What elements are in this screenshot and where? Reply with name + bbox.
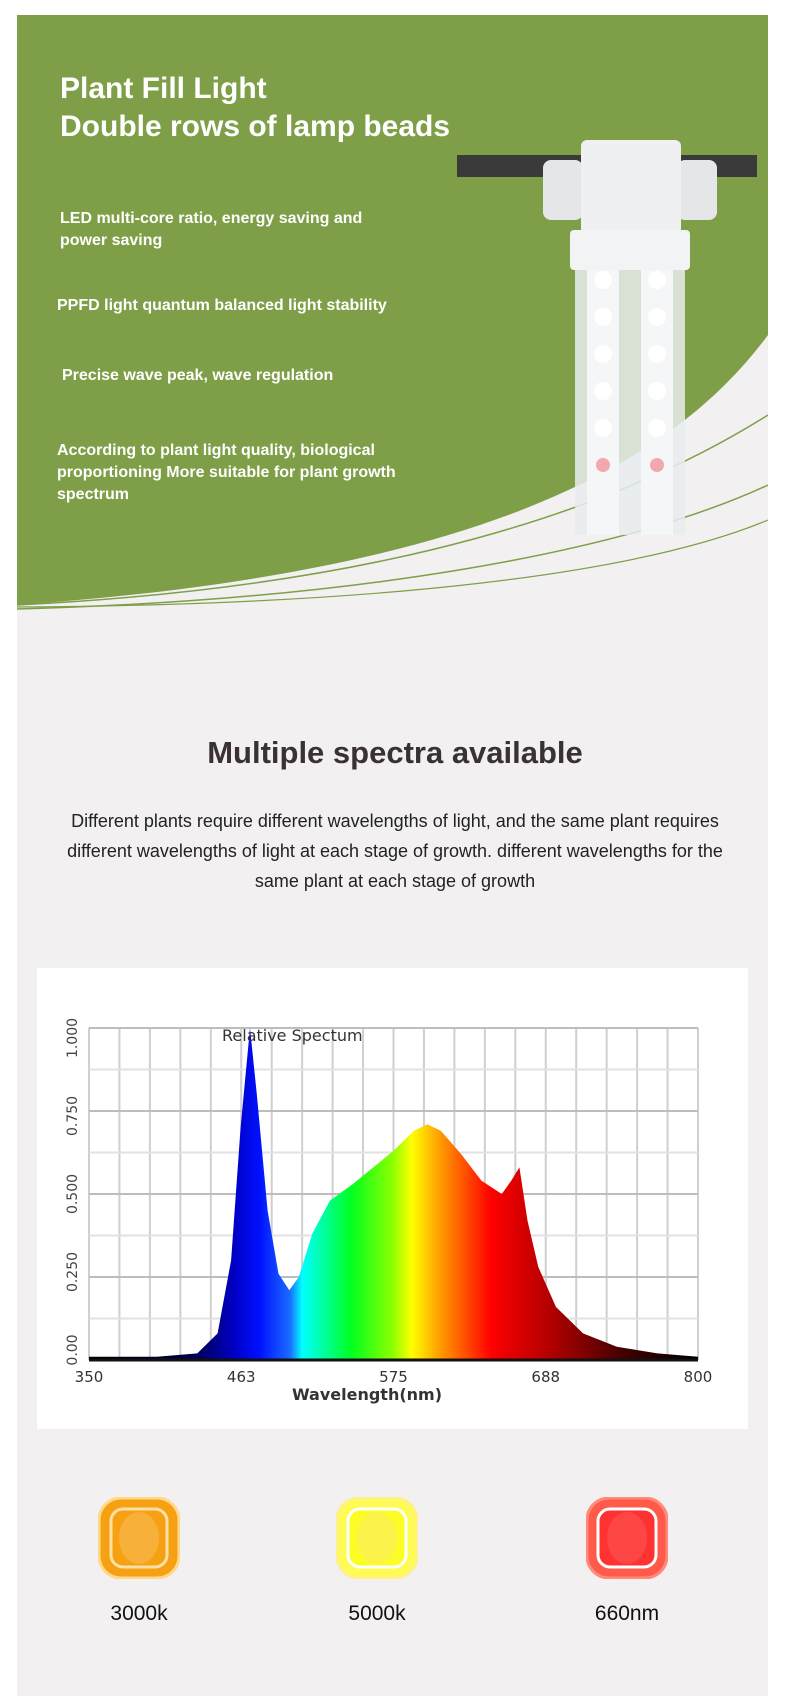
- spectrum-area: [89, 1028, 698, 1360]
- hero-banner: Plant Fill Light Double rows of lamp bea…: [17, 15, 768, 665]
- feature-text: LED multi-core ratio, energy saving and …: [60, 210, 363, 249]
- feature-text: According to plant light quality, biolog…: [57, 442, 396, 503]
- x-tick-label: 463: [227, 1368, 256, 1386]
- x-tick-label: 575: [379, 1368, 408, 1386]
- section-description: Different plants require different wavel…: [67, 811, 723, 891]
- x-tick-label: 688: [531, 1368, 560, 1386]
- hero-title-line1: Plant Fill Light: [60, 72, 267, 105]
- y-tick-label: 0.00: [65, 1334, 81, 1365]
- feature-text: PPFD light quantum balanced light stabil…: [57, 297, 387, 314]
- spectrum-chart: Relative Spectum Wavelength(nm) 350 463 57…: [37, 968, 748, 1429]
- hero-title-line2: Double rows of lamp beads: [60, 110, 451, 143]
- spectrum-label: 5000k: [348, 1602, 406, 1625]
- y-tick-label: 0.750: [65, 1096, 81, 1136]
- spectrum-5000k-icon: [335, 1496, 419, 1580]
- hero-title: Plant Fill Light Double rows of lamp bea…: [60, 70, 450, 146]
- y-tick-label: 0.250: [65, 1252, 81, 1292]
- spectrum-label: 660nm: [594, 1602, 660, 1625]
- y-tick-label: 0.500: [65, 1174, 81, 1214]
- x-axis-label: Wavelength(nm): [292, 1385, 442, 1404]
- chart-title: Relative Spectum: [222, 1026, 363, 1045]
- x-tick-label: 800: [684, 1368, 713, 1386]
- x-tick-label: 350: [75, 1368, 104, 1386]
- lamp-product-image: [457, 140, 757, 535]
- section-heading: Multiple spectra available: [207, 735, 583, 770]
- y-tick-label: 1.000: [65, 1018, 81, 1058]
- spectrum-660nm-icon: [585, 1496, 669, 1580]
- spectrum-3000k-icon: [97, 1496, 181, 1580]
- spectrum-chart-svg: Relative Spectum Wavelength(nm) 350 463 57…: [65, 1018, 713, 1404]
- spectrum-label: 3000k: [110, 1602, 168, 1625]
- feature-text: Precise wave peak, wave regulation: [62, 367, 334, 384]
